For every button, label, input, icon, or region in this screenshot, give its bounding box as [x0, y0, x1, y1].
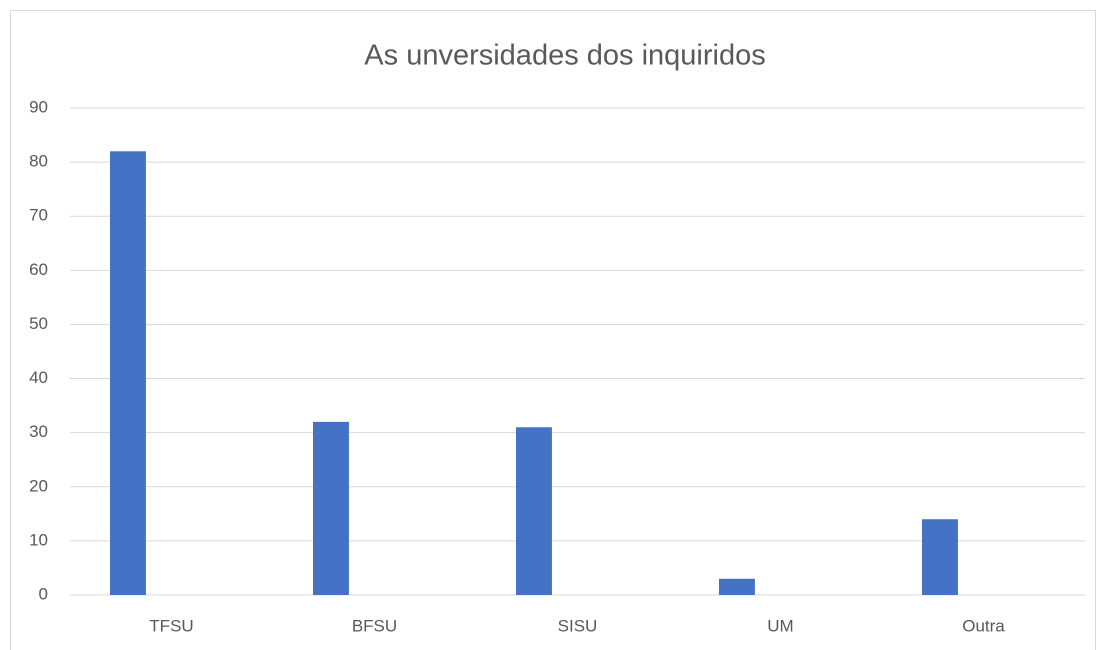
bar — [515, 427, 552, 595]
x-tick-label: UM — [767, 616, 793, 635]
y-tick-label: 50 — [29, 314, 48, 333]
y-tick-label: 40 — [29, 368, 48, 387]
y-tick-label: 20 — [29, 476, 48, 495]
y-tick-label: 80 — [29, 152, 48, 171]
y-tick-label: 0 — [39, 584, 48, 603]
bar — [109, 151, 146, 596]
y-tick-label: 10 — [29, 530, 48, 549]
x-tick-label: SISU — [558, 616, 598, 635]
y-tick-label: 70 — [29, 206, 48, 225]
x-tick-label: BFSU — [352, 616, 397, 635]
bar — [312, 421, 349, 595]
y-tick-label: 30 — [29, 422, 48, 441]
chart-frame — [10, 10, 1096, 650]
bar — [921, 519, 958, 595]
bar — [718, 578, 755, 595]
y-tick-label: 60 — [29, 260, 48, 279]
x-tick-label: Outra — [962, 616, 1005, 635]
y-tick-label: 90 — [29, 97, 48, 116]
x-tick-label: TFSU — [149, 616, 193, 635]
chart-title: As unversidades dos inquiridos — [364, 40, 765, 72]
